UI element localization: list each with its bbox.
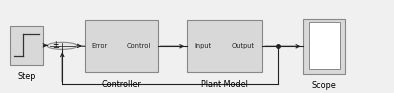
Text: Plant Model: Plant Model — [201, 80, 248, 89]
Text: +: + — [52, 40, 59, 49]
Text: Scope: Scope — [312, 81, 336, 90]
Text: Controller: Controller — [101, 80, 141, 89]
Text: Control: Control — [126, 43, 151, 49]
Bar — [10, 26, 43, 65]
Text: −: − — [52, 43, 59, 52]
Text: Input: Input — [194, 43, 211, 49]
Text: Output: Output — [232, 43, 255, 49]
Bar — [303, 19, 345, 74]
Bar — [187, 20, 262, 72]
Circle shape — [47, 42, 77, 49]
Text: Error: Error — [92, 43, 108, 49]
Text: Step: Step — [17, 72, 36, 81]
Bar — [85, 20, 158, 72]
Bar — [309, 22, 340, 69]
